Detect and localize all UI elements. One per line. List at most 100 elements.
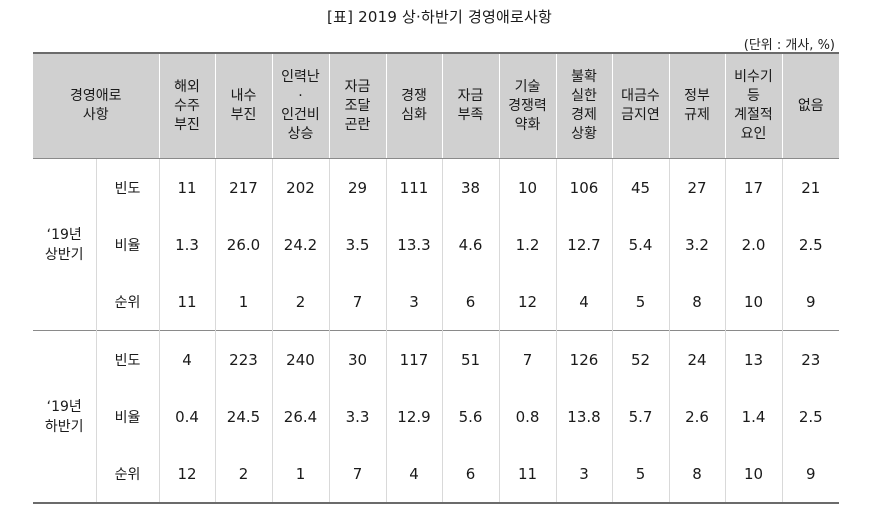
- table-cell: 0.4: [158, 388, 215, 445]
- table-cell: 13.3: [385, 216, 442, 273]
- column-header-line: 요인: [740, 126, 767, 142]
- row-label: 순위: [95, 273, 159, 331]
- column-header: 정부 규제: [668, 53, 725, 159]
- column-header-line: 부진: [174, 116, 200, 133]
- row-label: 비율: [95, 216, 159, 273]
- table-cell: 5.7: [611, 388, 669, 445]
- table-cell: 6: [441, 273, 499, 331]
- table-cell: 8: [668, 445, 725, 503]
- table-cell: 27: [668, 158, 725, 216]
- header-row: 경영애로 사항 해외 수주 부진 내수 부진 인력난 · 인건비 상승 자금 조달 곤란 경쟁 심화 자금 부…: [33, 53, 839, 159]
- table-row: 비율 0.4 24.5 26.4 3.3 12.9 5.6 0.8 13.8 5.7 2.6 1.4 2…: [33, 388, 839, 445]
- table-cell: 12.7: [555, 216, 612, 273]
- table-cell: 3.5: [328, 216, 386, 273]
- column-header: 대금수 금지연: [611, 53, 669, 159]
- table-cell: 7: [498, 330, 556, 388]
- table-cell: 9: [781, 273, 839, 331]
- table-cell: 217: [214, 158, 272, 216]
- column-header-line: 경제: [571, 107, 597, 123]
- table-cell: 13: [724, 330, 782, 388]
- table-cell: 52: [611, 330, 669, 388]
- table-cell: 11: [498, 445, 556, 503]
- column-header-line: 상황: [571, 126, 597, 142]
- table-cell: 45: [611, 158, 669, 216]
- table-cell: 13.8: [555, 388, 612, 445]
- table-cell: 38: [441, 158, 499, 216]
- row-label: 비율: [95, 388, 159, 445]
- column-header-line: 경쟁력: [508, 97, 547, 114]
- table-cell: 11: [158, 273, 215, 331]
- table-cell: 26.4: [271, 388, 329, 445]
- unit-note: (단위 : 개사, %): [743, 38, 835, 53]
- table-cell: 10: [724, 273, 782, 331]
- table-cell: 21: [781, 158, 839, 216]
- table-cell: 11: [158, 158, 215, 216]
- column-header-line: ·: [298, 88, 303, 104]
- row-label: 빈도: [95, 158, 159, 216]
- column-header-line: 인력난: [281, 69, 320, 85]
- column-header-line: 부족: [457, 107, 484, 123]
- table-cell: 12: [158, 445, 215, 503]
- column-header-line: 약화: [514, 116, 541, 133]
- table-cell: 29: [328, 158, 386, 216]
- table-row: 순위 11 1 2 7 3 6 12 4 5 8 10 9: [33, 273, 839, 331]
- table-cell: 106: [555, 158, 612, 216]
- table-cell: 1.2: [498, 216, 556, 273]
- table-cell: 4.6: [441, 216, 499, 273]
- table-cell: 51: [441, 330, 499, 388]
- column-header-line: 대금수: [621, 88, 660, 104]
- column-header-line: 비수기: [734, 69, 773, 85]
- period-label-line: 상반기: [44, 246, 84, 263]
- column-header: 불확 실한 경제 상황: [555, 53, 612, 159]
- table-cell: 23: [781, 330, 839, 388]
- table-cell: 0.8: [498, 388, 556, 445]
- table-row: 비율 1.3 26.0 24.2 3.5 13.3 4.6 1.2 12.7 5.4 3.2 2.0 2…: [33, 216, 839, 273]
- column-header-line: 자금: [457, 88, 484, 104]
- table-cell: 5.4: [611, 216, 669, 273]
- period-label: ‘19년 상반기: [33, 159, 96, 331]
- table-cell: 2: [214, 445, 272, 503]
- table-cell: 10: [724, 445, 782, 503]
- table-row: ‘19년 하반기 빈도 4 223 240 30 117 51 7 126 52 24 13 23: [33, 330, 839, 503]
- table-row: 순위 12 2 1 7 4 6 11 3 5 8 10 9: [33, 445, 839, 503]
- table-cell: 6: [441, 445, 499, 503]
- corner-line: 경영애로: [69, 88, 122, 104]
- column-header-line: 수주: [174, 97, 200, 114]
- business-difficulty-table: 경영애로 사항 해외 수주 부진 내수 부진 인력난 · 인건비 상승 자금 조달 곤란 경쟁 심화 자금 부…: [33, 52, 839, 504]
- column-header-line: 부진: [230, 107, 257, 123]
- table-cell: 202: [271, 158, 329, 216]
- table-cell: 2.0: [724, 216, 782, 273]
- table-cell: 1.3: [158, 216, 215, 273]
- column-header-line: 상승: [287, 126, 314, 142]
- column-header-line: 인건비: [281, 107, 320, 123]
- table-cell: 117: [385, 330, 442, 388]
- table-cell: 2.5: [781, 388, 839, 445]
- table-cell: 111: [385, 158, 442, 216]
- column-header-line: 등: [747, 88, 760, 104]
- table-cell: 4: [158, 330, 215, 388]
- table-cell: 24.5: [214, 388, 272, 445]
- table-cell: 7: [328, 273, 386, 331]
- period-label-line: 하반기: [44, 418, 84, 435]
- table-cell: 30: [328, 330, 386, 388]
- table-cell: 3.3: [328, 388, 386, 445]
- period-label-line: ‘19년: [46, 398, 82, 415]
- table-cell: 26.0: [214, 216, 272, 273]
- table-cell: 3.2: [668, 216, 725, 273]
- column-header-line: 규제: [684, 107, 710, 123]
- column-header-line: 내수: [230, 88, 257, 104]
- column-header: 해외 수주 부진: [158, 53, 215, 159]
- column-header-line: 조달: [344, 97, 371, 114]
- table-cell: 1: [214, 273, 272, 331]
- column-header-line: 곤란: [344, 116, 371, 133]
- corner-line: 사항: [82, 107, 109, 123]
- table-cell: 5: [611, 273, 669, 331]
- column-header-line: 자금: [344, 78, 371, 95]
- table-cell: 5.6: [441, 388, 499, 445]
- corner-header: 경영애로 사항: [33, 53, 159, 159]
- table-cell: 7: [328, 445, 386, 503]
- table-cell: 4: [385, 445, 442, 503]
